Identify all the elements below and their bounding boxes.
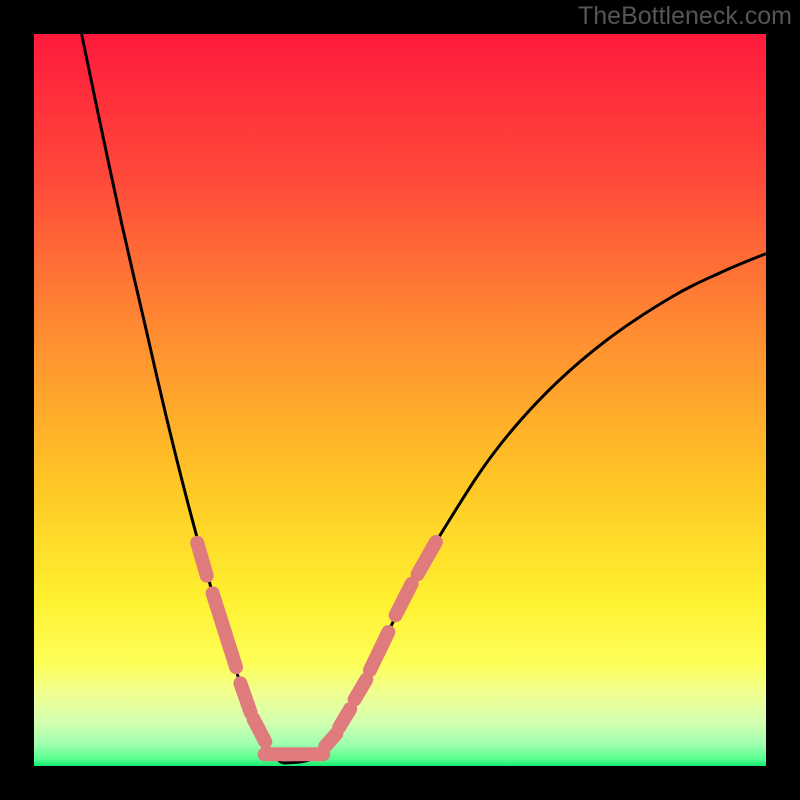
highlight-segment	[355, 680, 367, 700]
watermark-text: TheBottleneck.com	[578, 2, 792, 31]
highlight-segment	[396, 584, 412, 615]
highlight-segment	[213, 593, 236, 667]
highlight-segment	[240, 683, 250, 712]
highlight-segment	[418, 542, 436, 574]
highlight-segment	[339, 709, 350, 727]
left-curve	[82, 34, 283, 763]
highlight-segment	[370, 632, 388, 670]
curve-overlay	[0, 0, 800, 800]
highlight-segment	[325, 734, 336, 746]
highlight-segment	[197, 543, 207, 576]
chart-container: TheBottleneck.com	[0, 0, 800, 800]
highlight-segment	[254, 719, 266, 742]
